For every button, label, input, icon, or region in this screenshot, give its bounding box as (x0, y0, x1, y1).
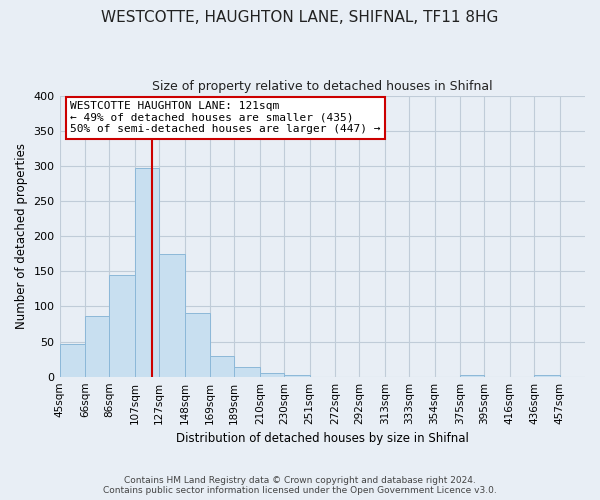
Bar (284, 374, 310, 376)
X-axis label: Distribution of detached houses by size in Shifnal: Distribution of detached houses by size … (176, 432, 469, 445)
Bar (159, 254, 185, 376)
Text: WESTCOTTE, HAUGHTON LANE, SHIFNAL, TF11 8HG: WESTCOTTE, HAUGHTON LANE, SHIFNAL, TF11 … (101, 10, 499, 25)
Bar (234, 367, 260, 376)
Bar (109, 276, 135, 376)
Y-axis label: Number of detached properties: Number of detached properties (15, 143, 28, 329)
Text: Contains HM Land Registry data © Crown copyright and database right 2024.
Contai: Contains HM Land Registry data © Crown c… (103, 476, 497, 495)
Bar (135, 168, 159, 376)
Bar (260, 373, 284, 376)
Title: Size of property relative to detached houses in Shifnal: Size of property relative to detached ho… (152, 80, 493, 93)
Bar (85, 316, 109, 376)
Bar (59, 344, 85, 376)
Text: WESTCOTTE HAUGHTON LANE: 121sqm
← 49% of detached houses are smaller (435)
50% o: WESTCOTTE HAUGHTON LANE: 121sqm ← 49% of… (70, 101, 380, 134)
Bar (185, 312, 210, 376)
Bar (210, 356, 234, 376)
